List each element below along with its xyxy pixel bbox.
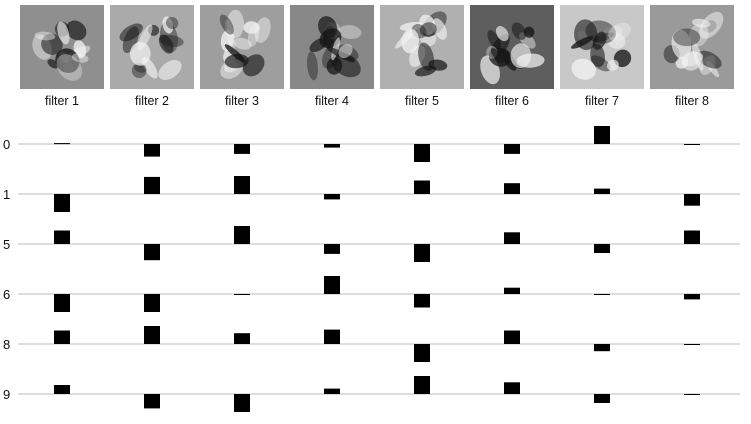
weight-bar [54,294,70,312]
filter-image [110,5,194,89]
weight-bar [234,394,250,412]
weight-bar [504,382,520,394]
weight-bar [234,294,250,295]
weight-bar [414,180,430,194]
weight-bar [144,294,160,312]
row-label: 8 [3,337,10,352]
filter-thumbnails-row: filter 1 filter 2 filter 3 filter 4 filter 5… [0,0,751,112]
weight-bar [144,394,160,409]
weight-bar [54,143,70,145]
weight-bar [324,194,340,200]
filter-label: filter 6 [494,94,530,108]
weight-bar [684,344,700,345]
filter-image [470,5,554,89]
weight-bar [684,294,700,300]
weight-bar [144,326,160,344]
weight-bar [144,144,160,157]
row-label: 9 [3,387,10,402]
weight-bar [54,330,70,344]
filter-image [560,5,644,89]
weight-bar [594,188,610,194]
weight-bar [414,294,430,308]
filter-image [380,5,464,89]
filter-label: filter 3 [224,94,260,108]
weight-bar [684,230,700,244]
filter-image [290,5,374,89]
filter-label: filter 5 [404,94,440,108]
filter-cell: filter 1 [20,5,104,112]
weight-bar [324,329,340,344]
weight-bar [504,330,520,344]
filter-image [20,5,104,89]
filter-cell: filter 2 [110,5,194,112]
weight-bar [504,232,520,244]
weight-bar [684,194,700,206]
filter-image [650,5,734,89]
filter-cell: filter 4 [290,5,374,112]
filter-cell: filter 5 [380,5,464,112]
weight-bar [234,226,250,244]
weight-bar [504,144,520,154]
filter-label: filter 1 [44,94,80,108]
weight-bar [594,244,610,253]
weight-bar [324,244,340,254]
filter-label: filter 4 [314,94,350,108]
weight-bar [324,144,340,148]
filter-label: filter 7 [584,94,620,108]
weight-bar [594,394,610,403]
weight-bar [144,244,160,261]
weight-bar [414,344,430,362]
weight-bar [684,394,700,395]
weight-bar [504,287,520,294]
filter-cell: filter 7 [560,5,644,112]
weight-bar [684,144,700,145]
weight-bar [594,294,610,295]
filter-label: filter 8 [674,94,710,108]
weight-bar [594,344,610,352]
weight-bar [54,385,70,394]
row-label: 5 [3,237,10,252]
filter-image [200,5,284,89]
filter-cell: filter 8 [650,5,734,112]
weight-bar [324,388,340,394]
weight-bar [234,176,250,194]
row-label: 6 [3,287,10,302]
weight-bar [324,276,340,294]
weight-bar [414,376,430,394]
filter-cell: filter 6 [470,5,554,112]
weight-bar [594,126,610,144]
row-label: 0 [3,137,10,152]
filter-label: filter 2 [134,94,170,108]
weight-bar [414,244,430,262]
weight-bar [504,183,520,194]
weight-bar [144,176,160,194]
weight-bar [414,144,430,162]
weight-bar [234,333,250,344]
weights-chart: 0 1 5 6 8 9 [3,126,740,412]
weight-bar [54,194,70,212]
weight-bar [54,230,70,244]
weight-bar [234,144,250,154]
filter-cell: filter 3 [200,5,284,112]
row-label: 1 [3,187,10,202]
